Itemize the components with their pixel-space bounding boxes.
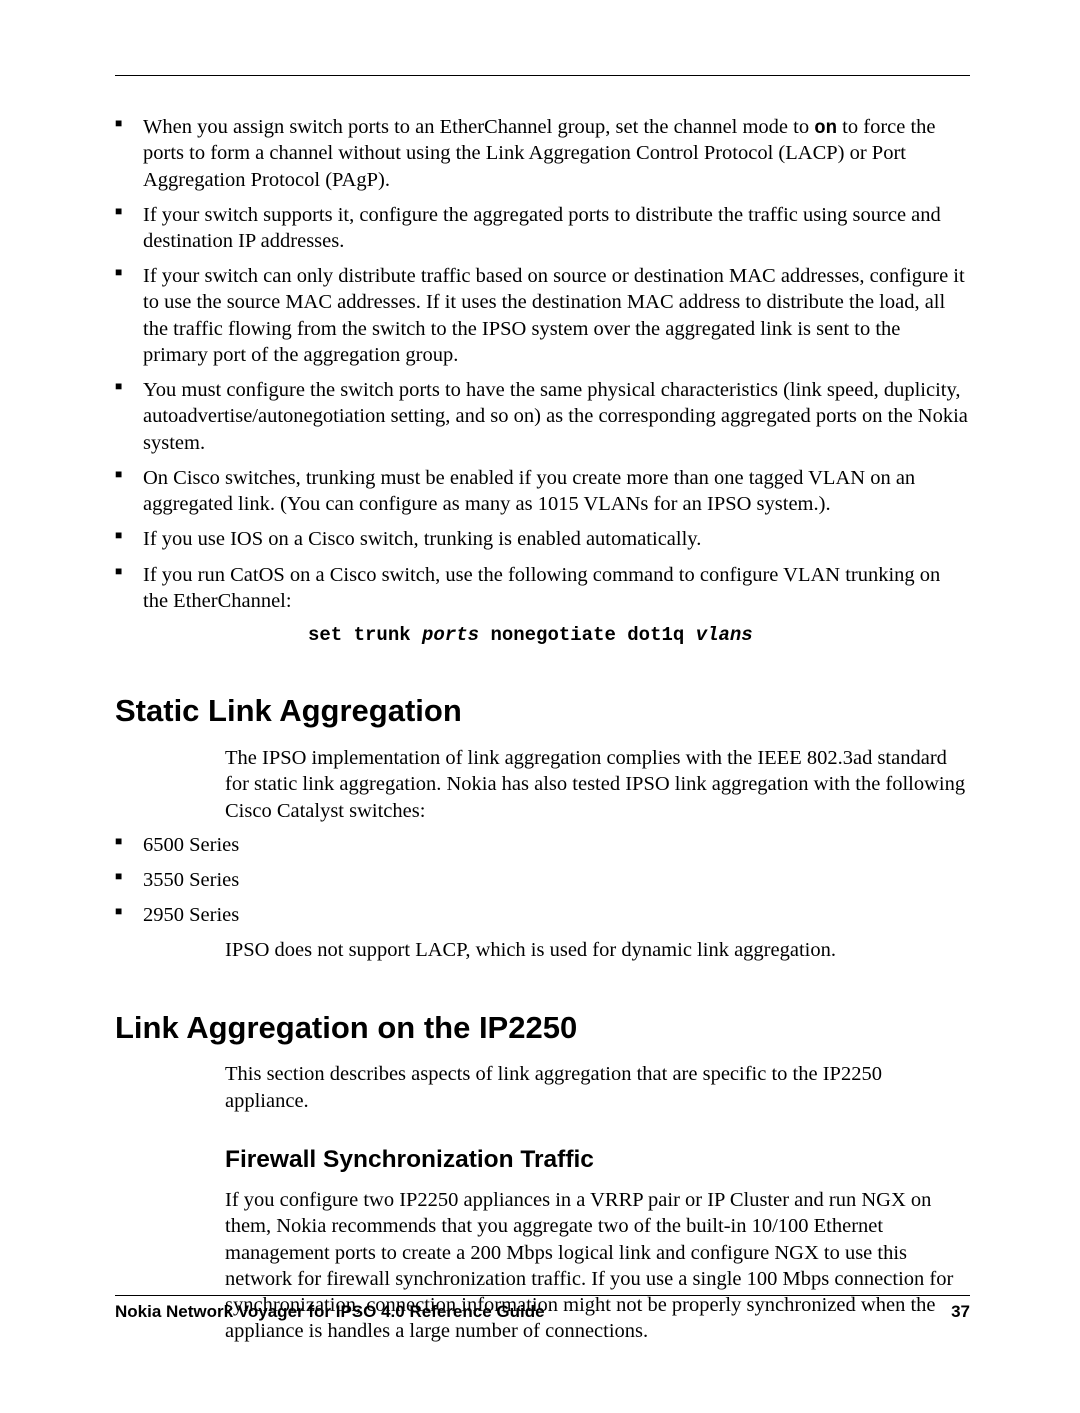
heading-firewall-sync: Firewall Synchronization Traffic [225, 1144, 970, 1175]
code-part-italic: ports [422, 624, 479, 646]
footer-page-number: 37 [951, 1302, 970, 1322]
bullet-text: 2950 Series [143, 904, 239, 926]
bullet-text: If your switch can only distribute traff… [143, 265, 965, 366]
bullet-text: If you use IOS on a Cisco switch, trunki… [143, 528, 701, 550]
list-item: If you use IOS on a Cisco switch, trunki… [115, 526, 970, 552]
list-item: If your switch can only distribute traff… [115, 263, 970, 368]
paragraph: IPSO does not support LACP, which is use… [225, 937, 970, 963]
list-item: 3550 Series [115, 867, 970, 893]
bullet-list-main: You must configure the switch ports to h… [115, 377, 970, 517]
code-part: set trunk [308, 624, 422, 646]
list-item: On Cisco switches, trunking must be enab… [115, 465, 970, 517]
page-footer: Nokia Network Voyager for IPSO 4.0 Refer… [115, 1295, 970, 1322]
series-list: 6500 Series 3550 Series 2950 Series [115, 832, 970, 929]
heading-static-link-aggregation: Static Link Aggregation [115, 691, 970, 731]
bullet-text: 6500 Series [143, 834, 239, 856]
list-item: If you run CatOS on a Cisco switch, use … [115, 562, 970, 614]
bullet-bold: on [814, 117, 837, 139]
paragraph: This section describes aspects of link a… [225, 1061, 970, 1113]
nested-bullet-list-a: When you assign switch ports to an Ether… [115, 114, 970, 368]
bullet-text: If your switch supports it, configure th… [143, 204, 941, 252]
footer-title: Nokia Network Voyager for IPSO 4.0 Refer… [115, 1302, 545, 1322]
list-item: 2950 Series [115, 902, 970, 928]
code-part-italic: vlans [696, 624, 753, 646]
bullet-text: 3550 Series [143, 869, 239, 891]
list-item: You must configure the switch ports to h… [115, 377, 970, 456]
bullet-text: You must configure the switch ports to h… [143, 379, 968, 453]
bullet-text: If you run CatOS on a Cisco switch, use … [143, 564, 940, 612]
main-content: When you assign switch ports to an Ether… [115, 114, 970, 1345]
nested-bullet-list-b: If you use IOS on a Cisco switch, trunki… [115, 526, 970, 614]
list-item: When you assign switch ports to an Ether… [115, 114, 970, 193]
footer-rule [115, 1295, 970, 1296]
paragraph: The IPSO implementation of link aggregat… [225, 745, 970, 824]
list-item: 6500 Series [115, 832, 970, 858]
header-rule [115, 75, 970, 76]
heading-link-aggregation-ip2250: Link Aggregation on the IP2250 [115, 1008, 970, 1048]
bullet-text: On Cisco switches, trunking must be enab… [143, 467, 915, 515]
code-part: nonegotiate dot1q [479, 624, 696, 646]
code-command: set trunk ports nonegotiate dot1q vlans [308, 623, 970, 647]
bullet-text-pre: When you assign switch ports to an Ether… [143, 116, 814, 138]
list-item: If your switch supports it, configure th… [115, 202, 970, 254]
